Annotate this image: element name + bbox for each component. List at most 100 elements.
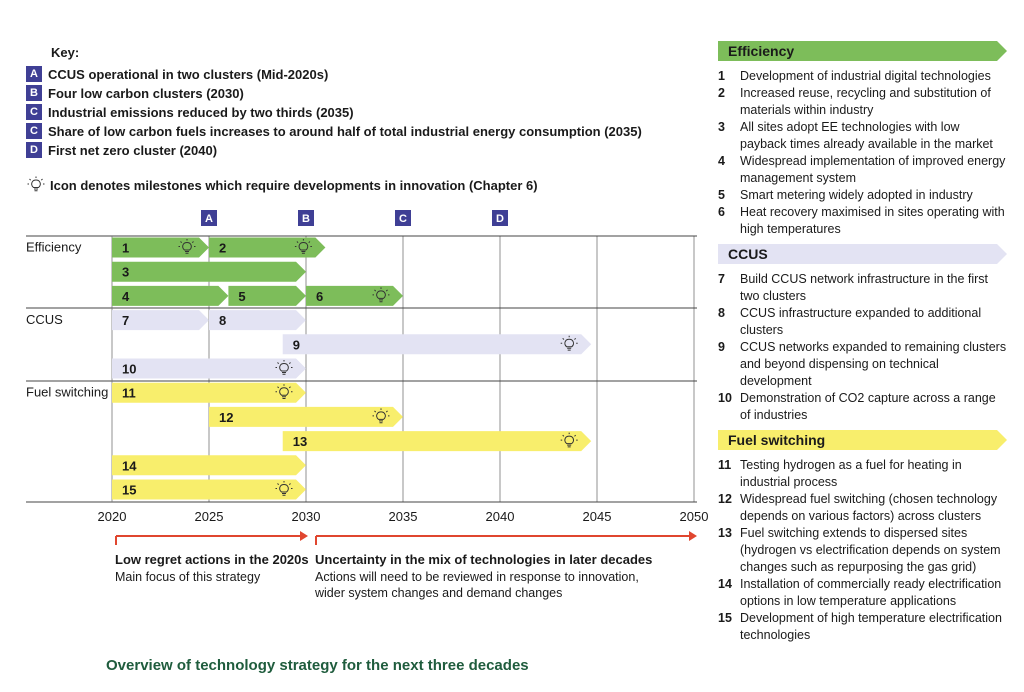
item-number: 13 <box>718 526 732 540</box>
bar-2: 2 <box>209 237 326 258</box>
badge-b: B <box>26 85 42 101</box>
item-text: Widespread implementation of improved en… <box>740 154 1006 185</box>
key-item-text: First net zero cluster (2040) <box>48 142 218 158</box>
bar-number: 4 <box>122 289 130 304</box>
badge-d: D <box>26 142 42 158</box>
badge-c: C <box>26 123 42 139</box>
item-text: Widespread fuel switching (chosen techno… <box>740 492 998 523</box>
bar-arrow <box>112 261 306 282</box>
key-item-d: D First net zero cluster (2040) <box>26 142 217 158</box>
item-text: Testing hydrogen as a fuel for heating i… <box>740 458 962 489</box>
item-number: 8 <box>718 306 725 320</box>
milestone-badge-b: B <box>298 210 314 226</box>
item-number: 4 <box>718 154 725 168</box>
key-item-c1: C Industrial emissions reduced by two th… <box>26 104 354 120</box>
section-title: Fuel switching <box>728 432 826 448</box>
bar-number: 10 <box>122 362 136 377</box>
list-item: 15 Development of high temperature electr… <box>718 610 1008 644</box>
bar-11: 11 <box>112 382 306 403</box>
bar-9: 9 <box>282 334 592 355</box>
bar-7: 7 <box>112 310 209 331</box>
row-label-efficiency: Efficiency <box>26 240 82 255</box>
item-number: 12 <box>718 492 732 506</box>
bar-10: 10 <box>112 358 306 379</box>
bar-8: 8 <box>209 310 306 331</box>
item-number: 14 <box>718 577 732 591</box>
item-number: 2 <box>718 86 725 100</box>
bar-arrow <box>209 237 326 258</box>
milestone-badge-a: A <box>201 210 217 226</box>
list-item: 2 Increased reuse, recycling and substitu… <box>718 85 1008 119</box>
bar-arrow <box>112 455 306 476</box>
figure-title: Overview of technology strategy for the … <box>106 657 529 674</box>
x-tick-label: 2040 <box>486 509 515 524</box>
list-item: 13 Fuel switching extends to dispersed si… <box>718 525 1008 576</box>
list-item: 9 CCUS networks expanded to remaining clu… <box>718 339 1008 390</box>
innovation-note: Icon denotes milestones which require de… <box>26 176 538 194</box>
list-item: 4 Widespread implementation of improved e… <box>718 153 1008 187</box>
list-item: 11 Testing hydrogen as a fuel for heating… <box>718 457 1008 491</box>
section-header-ccus: CCUS <box>718 244 1007 264</box>
key-item-b: B Four low carbon clusters (2030) <box>26 85 244 101</box>
list-item: 5 Smart metering widely adopted in indust… <box>718 187 1008 204</box>
key-item-text: CCUS operational in two clusters (Mid-20… <box>48 66 329 82</box>
item-text: Demonstration of CO2 capture across a ra… <box>740 391 996 422</box>
x-tick-label: 2020 <box>98 509 127 524</box>
key-item-a: A CCUS operational in two clusters (Mid-… <box>26 66 328 82</box>
badge-label: D <box>496 213 504 225</box>
phase-1-subtitle: Main focus of this strategy <box>115 570 261 584</box>
item-text: Heat recovery maximised in sites operati… <box>740 205 1005 236</box>
item-number: 3 <box>718 120 725 134</box>
bar-number: 5 <box>238 289 245 304</box>
phase-arrowhead <box>689 531 697 541</box>
bar-15: 15 <box>112 479 306 500</box>
key-title: Key: <box>51 45 80 60</box>
badge-box <box>492 210 508 226</box>
item-number: 1 <box>718 69 725 83</box>
section-arrow-shape <box>718 244 1007 264</box>
bar-6: 6 <box>306 285 403 306</box>
item-text: All sites adopt EE technologies with low… <box>740 120 993 151</box>
item-number: 7 <box>718 272 725 286</box>
bar-14: 14 <box>112 455 306 476</box>
phase-arrowhead <box>300 531 308 541</box>
bar-arrow <box>112 358 306 379</box>
x-tick-label: 2025 <box>195 509 224 524</box>
item-text: Build CCUS network infrastructure in the… <box>740 272 989 303</box>
list-item: 10 Demonstration of CO2 capture across a … <box>718 390 1008 424</box>
list-item: 14 Installation of commercially ready ele… <box>718 576 1008 610</box>
bar-number: 13 <box>293 434 307 449</box>
list-item: 6 Heat recovery maximised in sites operat… <box>718 204 1008 238</box>
key-item-text: Share of low carbon fuels increases to a… <box>48 123 642 139</box>
section-header-fuel-switching: Fuel switching <box>718 430 1007 450</box>
bar-3: 3 <box>112 261 306 282</box>
item-number: 5 <box>718 188 725 202</box>
badge-a: A <box>26 66 42 82</box>
phase-2-title: Uncertainty in the mix of technologies i… <box>315 552 653 567</box>
bar-arrow <box>282 334 592 355</box>
badge-box <box>395 210 411 226</box>
section-arrow-shape <box>718 41 1007 61</box>
bar-arrow <box>112 479 306 500</box>
item-text: Development of industrial digital techno… <box>740 69 991 83</box>
bar-arrow <box>112 285 229 306</box>
item-text: Development of high temperature electrif… <box>740 611 1002 642</box>
list-item: 7 Build CCUS network infrastructure in th… <box>718 271 1008 305</box>
innovation-note-text: Icon denotes milestones which require de… <box>50 177 538 193</box>
milestone-badge-d: D <box>492 210 508 226</box>
x-tick-label: 2035 <box>389 509 418 524</box>
list-item: 1 Development of industrial digital techn… <box>718 68 1008 85</box>
x-tick-label: 2045 <box>583 509 612 524</box>
bar-1: 1 <box>112 237 209 258</box>
section-header-efficiency: Efficiency <box>718 41 1007 61</box>
bar-arrow <box>112 310 209 331</box>
bar-arrow <box>228 285 306 306</box>
list-item: 3 All sites adopt EE technologies with lo… <box>718 119 1008 153</box>
row-label-fuel-switching: Fuel switching <box>26 385 108 400</box>
bar-12: 12 <box>209 406 403 427</box>
key-item-text: Four low carbon clusters (2030) <box>48 85 244 101</box>
list-item: 8 CCUS infrastructure expanded to additio… <box>718 305 1008 339</box>
bar-number: 6 <box>316 289 323 304</box>
